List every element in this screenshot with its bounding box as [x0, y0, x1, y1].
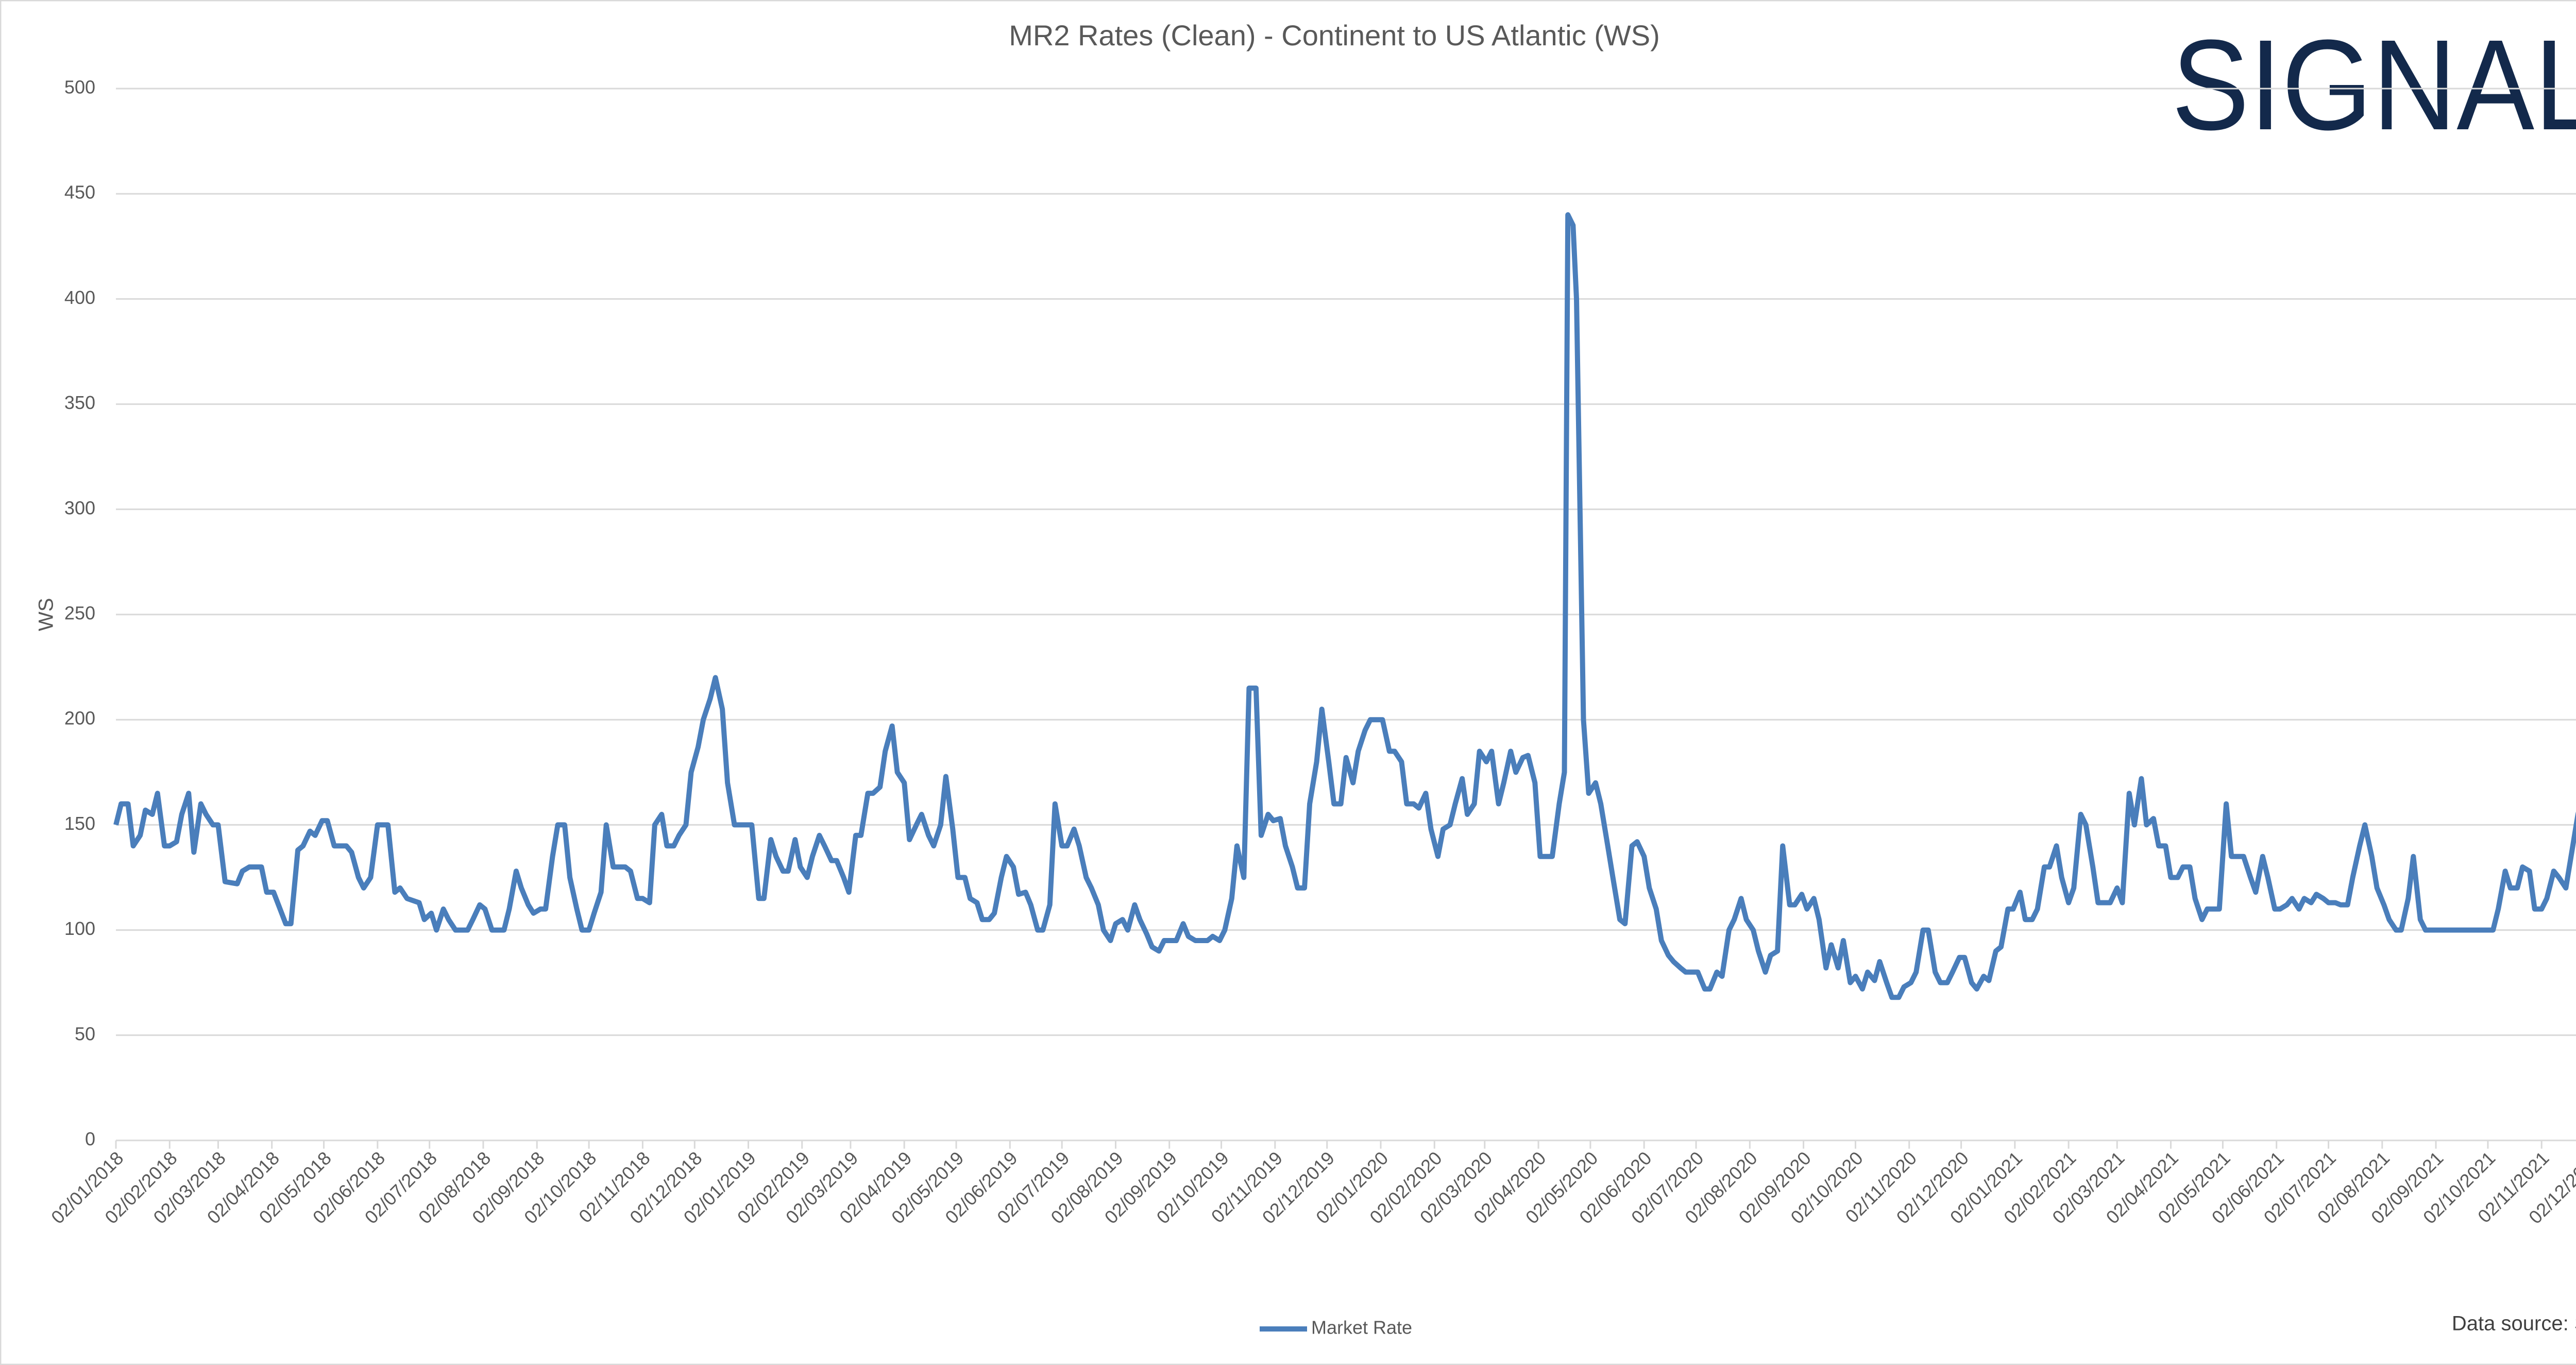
line-series [113, 212, 2576, 1000]
logo: SIGNAL [2172, 13, 2576, 157]
y-tick-label: 350 [64, 392, 95, 413]
y-tick-label: 100 [64, 918, 95, 939]
y-tick-label: 500 [64, 77, 95, 98]
source-note: Data source: Signal [2452, 1312, 2576, 1335]
legend-label: Market Rate [1311, 1317, 1412, 1338]
y-tick-label: 300 [64, 497, 95, 518]
y-tick-label: 0 [85, 1129, 95, 1150]
y-tick-label: 150 [64, 813, 95, 834]
y-tick-label: 250 [64, 603, 95, 624]
y-tick-label: 50 [75, 1023, 95, 1044]
y-tick-label: 450 [64, 182, 95, 203]
y-tick-label: 400 [64, 287, 95, 308]
y-tick-label: 200 [64, 708, 95, 729]
chart-title: MR2 Rates (Clean) - Continent to US Atla… [1009, 19, 1660, 52]
y-axis-label: WS [35, 598, 58, 631]
